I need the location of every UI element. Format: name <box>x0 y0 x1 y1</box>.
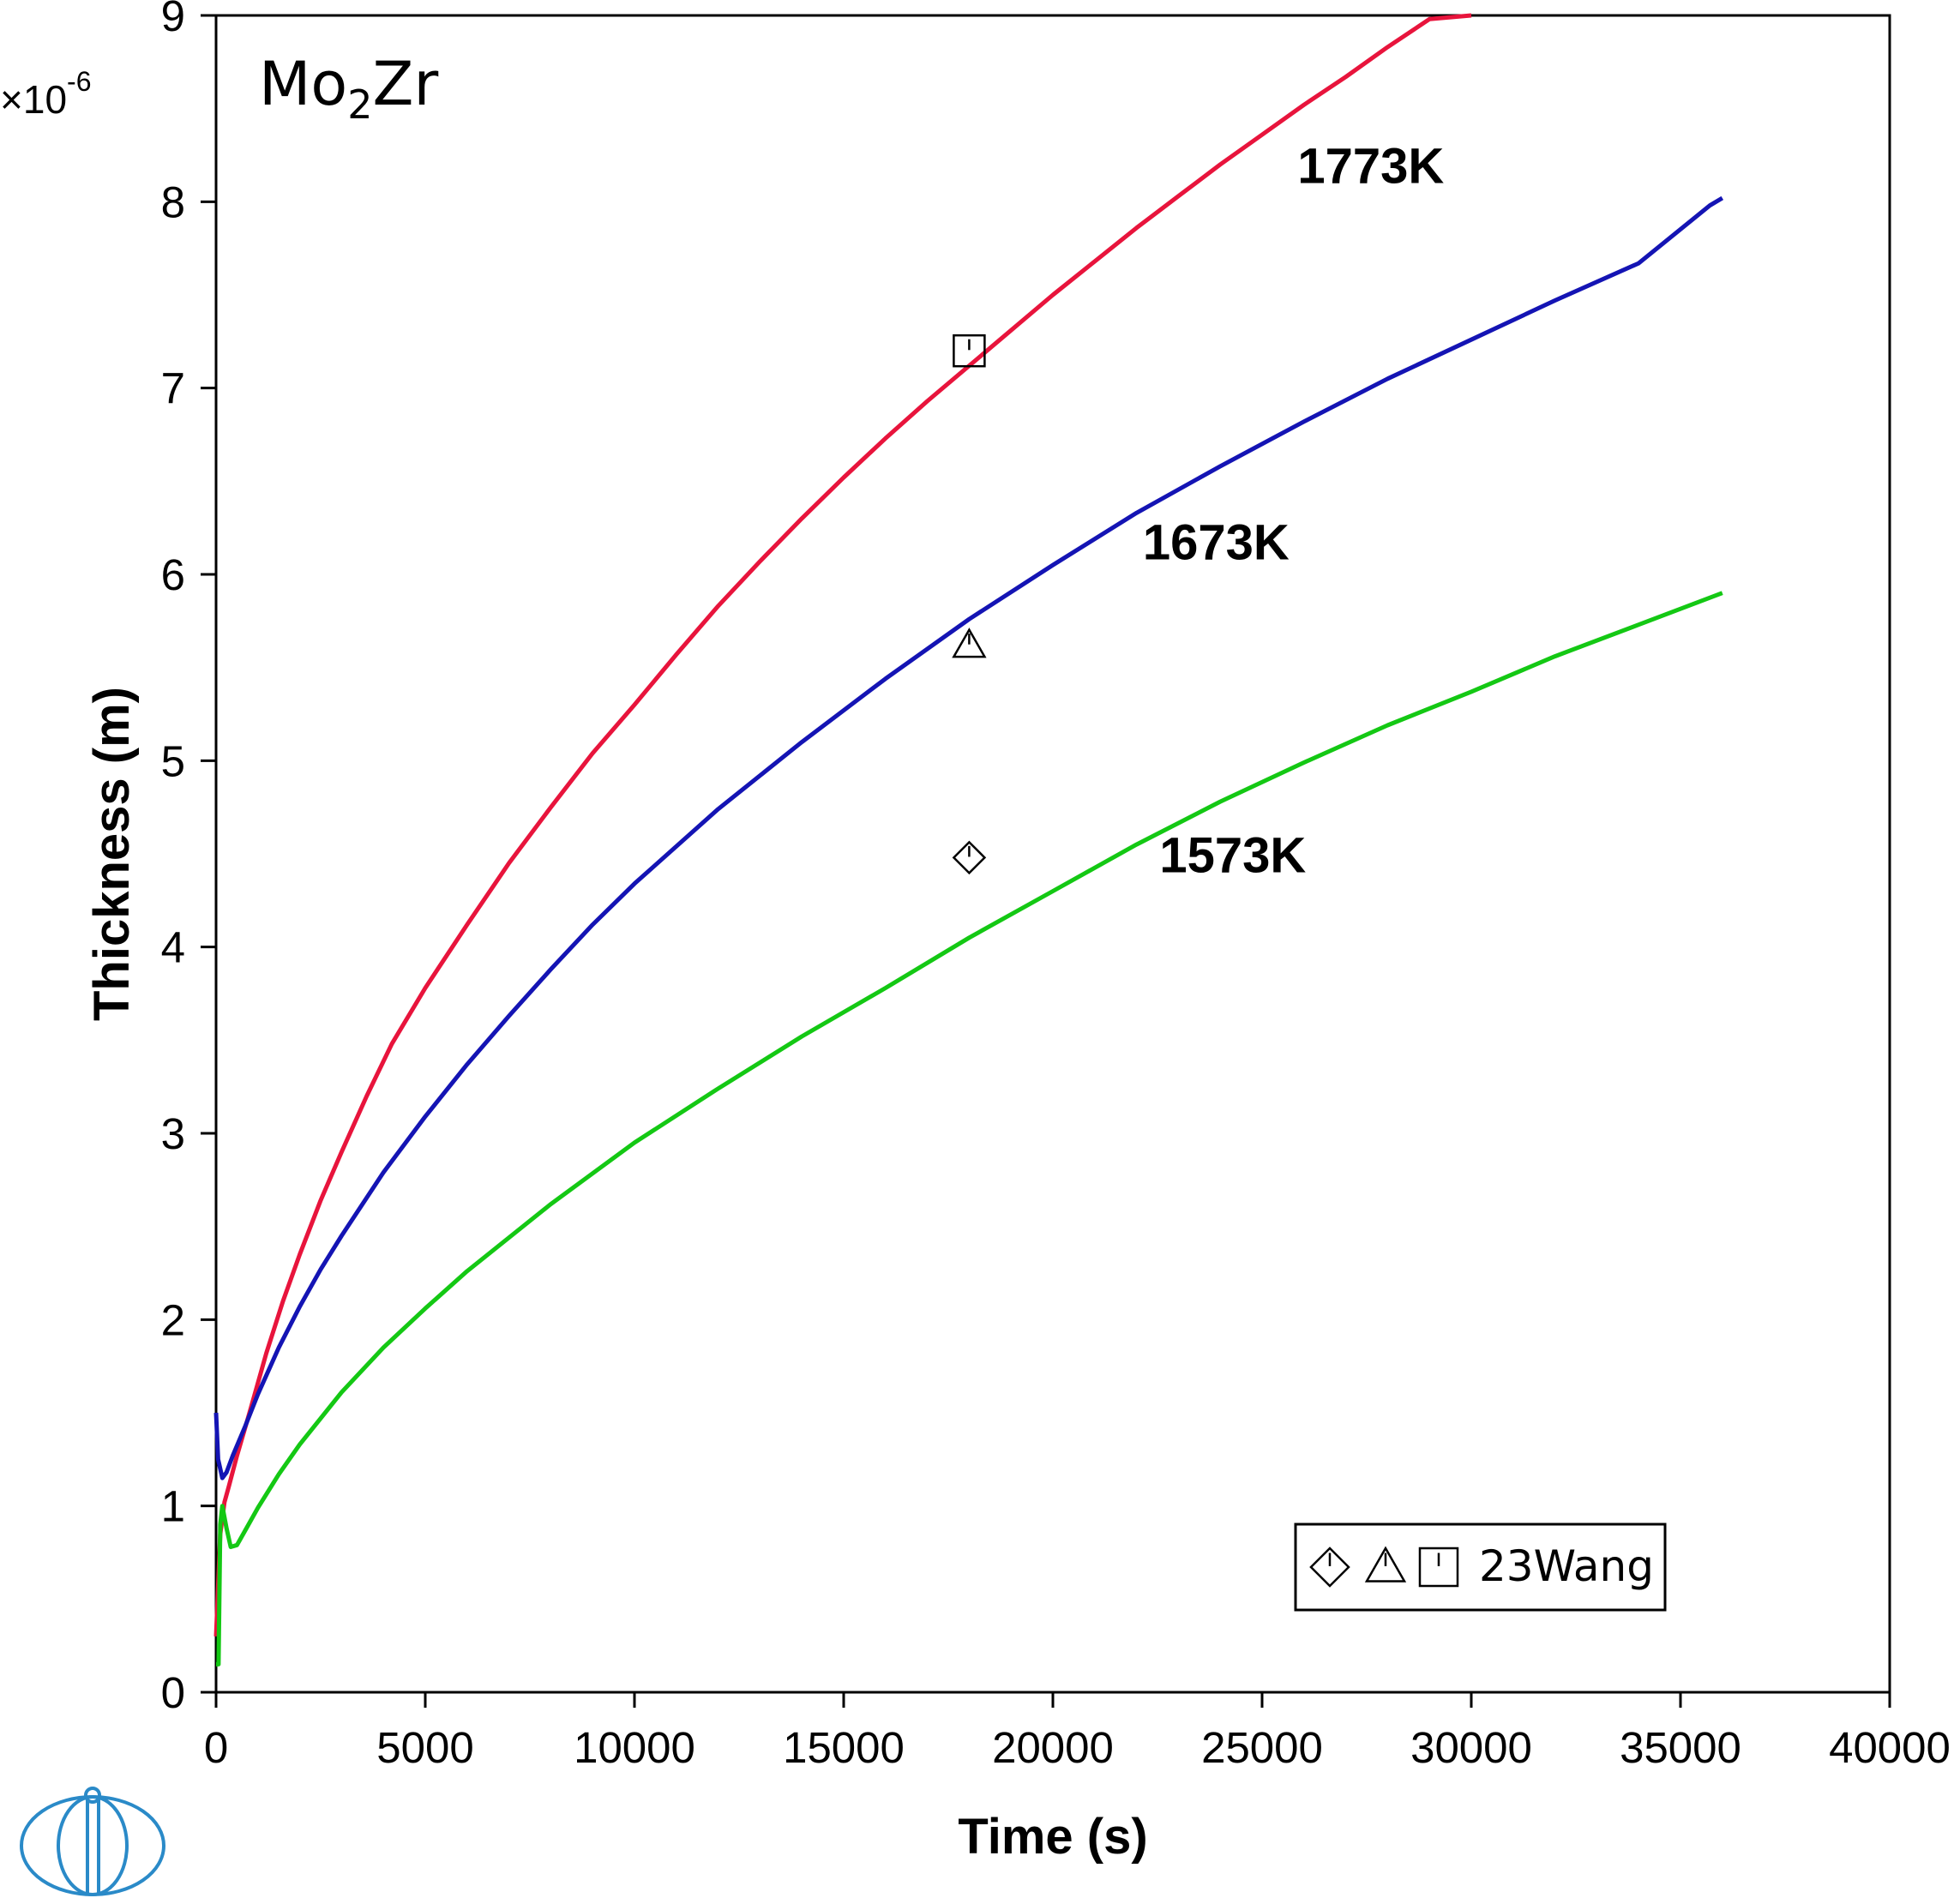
series-lines <box>213 13 1724 1667</box>
legend-label: 23Wang <box>1479 1541 1654 1591</box>
y-axis-multiplier: ×10-6 <box>0 66 91 122</box>
title-subscript: 2 <box>347 81 372 128</box>
series-line-1773K <box>213 13 1472 1637</box>
y-tick-label: 1 <box>161 1482 185 1531</box>
y-axis-ticks: 0 1 2 3 4 5 6 7 8 9 <box>161 0 216 1717</box>
series-label: 1573K <box>1159 828 1306 884</box>
legend-marker-triangle <box>1364 1546 1407 1583</box>
series-line-1673K <box>213 195 1724 1481</box>
y-tick-label: 0 <box>161 1668 185 1717</box>
y-tick-label: 5 <box>161 736 185 785</box>
legend: 23Wang <box>1294 1523 1667 1612</box>
experimental-points <box>952 333 987 875</box>
series-label: 1673K <box>1143 515 1290 571</box>
x-axis-title: Time (s) <box>958 1809 1147 1865</box>
x-tick-label: 35000 <box>1620 1723 1741 1772</box>
x-tick-label: 40000 <box>1829 1723 1951 1772</box>
series-labels: 1773K 1673K 1573K <box>1143 139 1445 884</box>
legend-marker-diamond <box>1309 1547 1350 1588</box>
legend-marker-square <box>1418 1547 1459 1588</box>
exp-point-triangle <box>952 628 987 658</box>
x-tick-label: 30000 <box>1410 1723 1532 1772</box>
y-tick-label: 2 <box>161 1295 185 1344</box>
series-label: 1773K <box>1297 139 1444 195</box>
y-multiplier-base: ×10 <box>0 77 67 122</box>
x-tick-label: 25000 <box>1201 1723 1323 1772</box>
y-tick-label: 7 <box>161 364 185 413</box>
y-axis-title: Thickness (m) <box>84 687 140 1021</box>
y-tick-label: 8 <box>161 177 185 226</box>
thermo-calc-logo-icon <box>20 1787 165 1896</box>
y-tick-label: 4 <box>161 923 185 972</box>
legend-box <box>1294 1523 1667 1612</box>
title-base: Mo <box>259 49 347 119</box>
y-tick-label: 6 <box>161 550 185 599</box>
exp-point-diamond <box>952 840 987 875</box>
x-tick-label: 0 <box>204 1723 228 1772</box>
chart-title: Mo2Zr <box>259 49 438 128</box>
legend-markers <box>1309 1546 1459 1588</box>
x-tick-label: 5000 <box>376 1723 473 1772</box>
series-line-1573K <box>216 591 1723 1667</box>
y-multiplier-exp: -6 <box>67 66 91 97</box>
x-tick-label: 10000 <box>574 1723 695 1772</box>
y-tick-label: 3 <box>161 1109 185 1158</box>
x-tick-label: 15000 <box>783 1723 905 1772</box>
y-tick-label: 9 <box>161 0 185 40</box>
title-rest: Zr <box>373 49 439 119</box>
x-tick-label: 20000 <box>992 1723 1114 1772</box>
x-axis-ticks: 0 5000 10000 15000 20000 25000 30000 35000 40000 <box>204 1692 1951 1772</box>
exp-point-square <box>953 333 986 368</box>
plot-frame <box>214 14 1891 1694</box>
